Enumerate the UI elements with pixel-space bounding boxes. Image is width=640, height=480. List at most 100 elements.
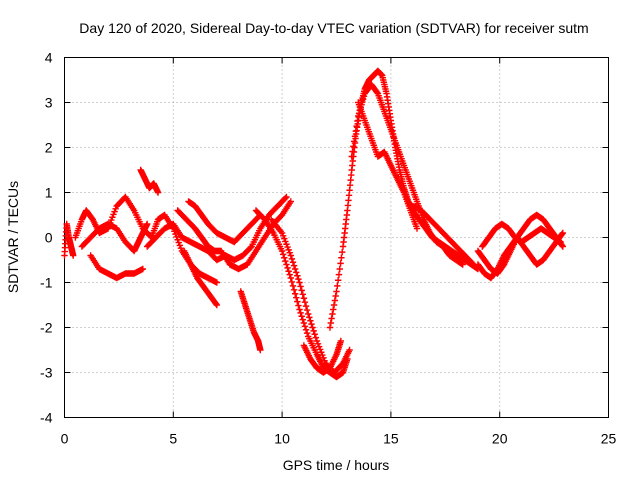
data-point — [284, 264, 291, 272]
data-point — [312, 334, 320, 341]
data-point — [558, 242, 566, 249]
data-point — [287, 252, 295, 259]
data-point — [302, 326, 310, 333]
series-arc-k — [252, 207, 351, 381]
data-point — [308, 320, 315, 328]
data-point — [353, 122, 360, 130]
data-point — [558, 230, 566, 238]
y-tick-label: 0 — [45, 230, 53, 246]
data-point — [297, 283, 304, 290]
y-tick-label: 1 — [45, 185, 53, 201]
x-tick-label: 5 — [169, 431, 177, 447]
data-point — [331, 297, 339, 304]
y-tick-label: 4 — [45, 50, 53, 66]
data-point — [351, 133, 359, 140]
data-point — [290, 286, 298, 294]
series-arc-d — [87, 252, 147, 282]
data-point — [283, 193, 290, 201]
data-point — [288, 278, 296, 286]
series-arc-a — [61, 220, 77, 259]
data-point — [279, 251, 287, 258]
data-point — [326, 324, 334, 331]
data-point — [139, 265, 147, 273]
data-point — [212, 300, 220, 308]
data-point — [309, 324, 316, 331]
data-point — [305, 310, 312, 318]
data-point — [335, 271, 343, 278]
data-point — [287, 274, 295, 282]
data-point — [290, 262, 298, 269]
data-point — [293, 294, 300, 301]
data-point — [469, 260, 476, 267]
data-point — [339, 248, 346, 256]
series-arc-e — [137, 166, 162, 196]
y-tick-labels: -4 -3 -2 -1 0 1 2 3 4 — [40, 50, 53, 426]
data-point — [337, 260, 344, 267]
data-point — [283, 261, 290, 268]
data-point — [459, 261, 466, 268]
series-arc-c — [78, 220, 151, 255]
data-point — [349, 148, 356, 155]
y-tick-label: -4 — [40, 410, 53, 426]
data-point — [294, 298, 301, 305]
data-point — [301, 323, 309, 330]
data-point — [291, 265, 299, 273]
data-point — [413, 225, 421, 232]
series-arc-f — [143, 193, 290, 264]
x-tick-label: 20 — [492, 431, 508, 447]
data-point — [291, 290, 299, 297]
data-point — [307, 317, 314, 324]
data-point — [330, 306, 337, 313]
y-tick-label: -1 — [40, 275, 53, 291]
data-point — [299, 291, 306, 298]
data-point — [296, 306, 303, 313]
data-point — [282, 257, 289, 265]
series-arc-g — [174, 198, 295, 273]
data-point — [354, 117, 361, 125]
data-point — [257, 346, 264, 354]
series-arc-j — [237, 288, 264, 354]
x-tick-labels: 0 5 10 15 20 25 — [61, 431, 617, 447]
data-point — [293, 269, 300, 276]
data-point — [336, 265, 343, 273]
x-axis-label: GPS time / hours — [283, 457, 390, 473]
axis-ticks — [64, 57, 609, 418]
data-point — [298, 287, 305, 294]
data-point — [338, 254, 345, 261]
data-point — [334, 277, 342, 284]
data-point — [300, 319, 308, 327]
data-point — [299, 316, 306, 323]
series-arc-p — [355, 99, 421, 232]
series-arc-o — [348, 81, 466, 268]
data-point — [295, 275, 302, 283]
data-point — [329, 310, 336, 318]
y-axis-label: SDTVAR / TECUs — [5, 181, 21, 293]
data-point — [295, 302, 302, 309]
data-point — [332, 292, 339, 300]
data-point — [330, 301, 338, 309]
series-arc-q — [409, 202, 477, 268]
data-point — [143, 220, 151, 228]
series-arc-i — [185, 198, 264, 246]
data-point — [288, 255, 296, 263]
data-point — [328, 315, 335, 322]
data-point — [557, 238, 564, 246]
data-point — [278, 247, 286, 255]
data-point — [311, 331, 318, 338]
data-point — [297, 309, 304, 317]
x-tick-label: 10 — [274, 431, 290, 447]
data-point — [334, 282, 341, 290]
series-arc-t — [479, 220, 564, 250]
data-point — [281, 254, 288, 261]
data-point — [346, 346, 353, 354]
data-point — [286, 271, 293, 278]
data-point — [301, 298, 309, 306]
y-tick-label: 2 — [45, 140, 53, 156]
data-point — [352, 127, 360, 135]
data-point — [287, 198, 295, 205]
chart-title: Day 120 of 2020, Sidereal Day-to-day VTE… — [79, 20, 588, 36]
data-point — [213, 301, 221, 309]
x-tick-label: 25 — [601, 431, 617, 447]
data-point — [282, 194, 289, 202]
